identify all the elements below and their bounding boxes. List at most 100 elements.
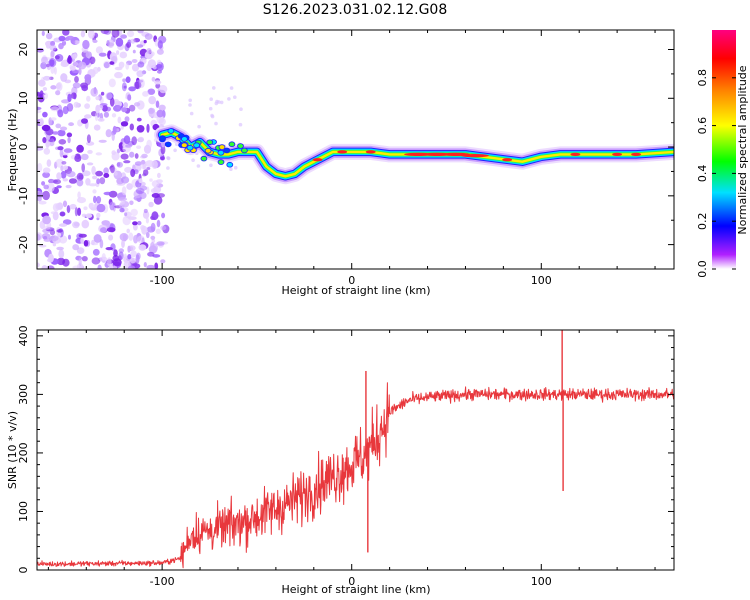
noise-blob (233, 95, 237, 99)
noise-blob (129, 200, 134, 206)
noise-blob (121, 239, 125, 248)
x-tick-label: -100 (150, 274, 175, 287)
noise-blob (78, 233, 87, 238)
noise-blob (37, 196, 42, 202)
y-tick-label: 400 (17, 325, 30, 346)
noise-blob (60, 170, 67, 179)
spectrogram-frame (36, 29, 675, 270)
colorbar-tick-label: 0.4 (696, 165, 709, 183)
noise-blob (111, 30, 120, 38)
noise-blob (59, 211, 66, 217)
x-tick-label: 100 (531, 274, 552, 287)
noise-blob (157, 40, 163, 49)
ridge-blob (186, 144, 194, 151)
noise-blob (149, 178, 153, 182)
noise-blob (96, 212, 101, 219)
ridge-peak (631, 152, 642, 156)
noise-blob (143, 39, 147, 44)
noise-blob (140, 159, 146, 165)
noise-blob (78, 257, 82, 267)
y-tick-label: 200 (17, 442, 30, 463)
noise-blob (58, 42, 64, 50)
noise-blob (81, 85, 88, 92)
noise-blob (83, 240, 89, 247)
noise-blob (128, 216, 137, 221)
noise-blob (41, 265, 48, 269)
colorbar-label: Normalized spectral amplitude (736, 65, 749, 234)
noise-blob (68, 178, 78, 184)
noise-blob (143, 208, 148, 214)
noise-blob (136, 70, 144, 78)
noise-blob (82, 170, 91, 177)
noise-blob (158, 85, 168, 94)
noise-blob (50, 40, 56, 47)
noise-blob (133, 234, 139, 244)
noise-blob (55, 123, 62, 129)
ridge-blob (237, 143, 244, 149)
noise-blob (209, 97, 213, 101)
noise-blob (114, 71, 123, 79)
noise-blob (49, 44, 57, 51)
noise-blob (86, 134, 91, 144)
noise-blob (72, 244, 80, 251)
x-tick-label: 0 (348, 274, 355, 287)
noise-blob (105, 247, 113, 251)
noise-blob (42, 137, 47, 144)
noise-blob (96, 196, 102, 204)
noise-blob (145, 217, 149, 224)
noise-blob (142, 91, 149, 97)
noise-blob (83, 206, 88, 211)
snr-plot-area (37, 330, 674, 569)
noise-blob (37, 233, 41, 241)
noise-blob (98, 52, 107, 57)
noise-blob (117, 116, 122, 124)
ridge-blob (200, 155, 208, 162)
noise-blob (137, 220, 142, 226)
noise-blob (113, 249, 118, 257)
noise-blob (52, 131, 59, 135)
noise-blob (150, 242, 155, 249)
noise-blob (97, 264, 102, 269)
ridge-peak (502, 158, 513, 162)
noise-blob (155, 228, 161, 234)
noise-blob (142, 210, 150, 219)
noise-blob (72, 53, 78, 59)
noise-blob (123, 160, 131, 164)
noise-blob (50, 85, 57, 90)
noise-blob (129, 151, 135, 158)
noise-blob (233, 165, 238, 170)
ridge-peak (612, 152, 623, 156)
noise-blob (74, 207, 78, 217)
noise-blob (37, 142, 40, 147)
noise-blob (91, 257, 101, 265)
noise-blob (145, 160, 155, 168)
y-tick-label: 0 (17, 567, 30, 574)
noise-blob (53, 66, 57, 75)
noise-blob (80, 30, 86, 38)
noise-blob (154, 80, 162, 85)
noise-blob (156, 193, 165, 198)
noise-blob (78, 174, 84, 180)
y-tick-label: 0 (17, 144, 30, 151)
noise-blob (138, 244, 147, 251)
noise-blob (146, 123, 150, 133)
ridge-blob (159, 135, 167, 141)
noise-blob (58, 139, 67, 145)
noise-blob (148, 96, 157, 105)
noise-blob (121, 176, 130, 184)
noise-blob (132, 221, 138, 226)
noise-blob (137, 30, 144, 34)
noise-blob (146, 231, 150, 239)
noise-blob (92, 39, 98, 43)
noise-blob (155, 100, 160, 108)
noise-blob (125, 144, 132, 148)
noise-blob (122, 78, 126, 83)
chart-title: S126.2023.031.02.12.G08 (263, 2, 448, 18)
noise-blob (103, 191, 113, 196)
noise-blob (138, 178, 143, 184)
noise-blob (72, 265, 82, 269)
noise-blob (105, 92, 113, 100)
colorbar-ticks: 0.0 0.2 0.4 0.6 0.8 (696, 69, 736, 278)
noise-blob (97, 104, 104, 111)
ridge-blob (228, 141, 236, 148)
